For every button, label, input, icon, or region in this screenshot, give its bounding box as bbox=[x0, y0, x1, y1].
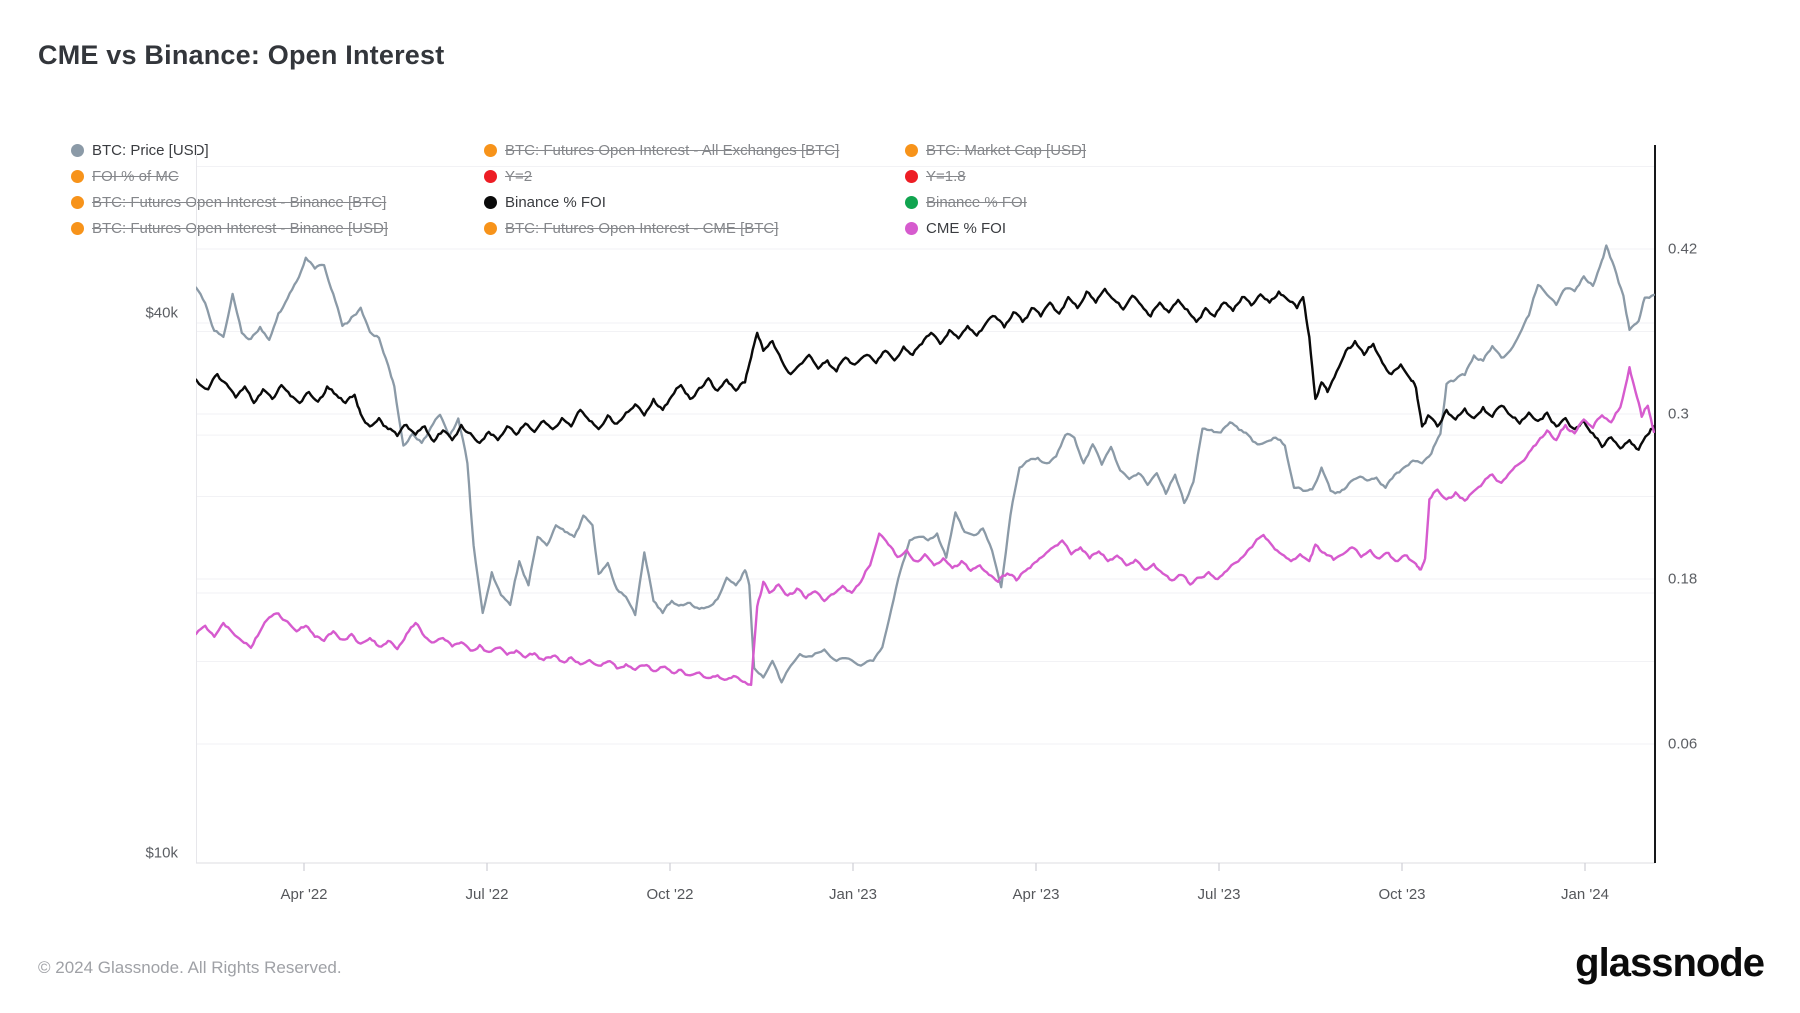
glassnode-logo: glassnode bbox=[1575, 941, 1765, 985]
page-title: CME vs Binance: Open Interest bbox=[38, 40, 445, 70]
legend-dot-icon bbox=[484, 221, 497, 235]
legend-dot-icon bbox=[905, 143, 918, 157]
x-axis-tick-label: Apr '22 bbox=[280, 886, 328, 903]
x-axis-tick-label: Oct '22 bbox=[646, 886, 694, 903]
legend-dot-icon bbox=[71, 195, 84, 209]
right-axis-tick-label: 0.06 bbox=[1668, 735, 1698, 753]
legend-item-label: BTC: Market Cap [USD] bbox=[926, 141, 1087, 159]
x-axis-tick-label: Jan '23 bbox=[829, 886, 877, 903]
x-axis-tick-label: Jul '23 bbox=[1197, 886, 1241, 903]
x-axis-tick-label: Jul '22 bbox=[465, 886, 509, 903]
x-axis-tick-label: Jan '24 bbox=[1561, 886, 1609, 903]
legend-item[interactable]: BTC: Futures Open Interest - All Exchang… bbox=[484, 140, 839, 160]
legend-dot-icon bbox=[484, 195, 497, 209]
right-axis-tick-label: 0.18 bbox=[1668, 570, 1698, 588]
legend-dot-icon bbox=[71, 221, 84, 235]
legend-item[interactable]: BTC: Futures Open Interest - CME [BTC] bbox=[484, 218, 778, 238]
x-axis-tick-label: Apr '23 bbox=[1012, 886, 1060, 903]
legend-item[interactable]: FOI % of MC bbox=[71, 166, 179, 186]
legend-item-label: BTC: Futures Open Interest - All Exchang… bbox=[505, 141, 840, 159]
legend-item-label: CME % FOI bbox=[926, 219, 1007, 237]
legend-item[interactable]: BTC: Price [USD] bbox=[71, 140, 209, 160]
series-cme-foi bbox=[196, 366, 1655, 687]
legend-dot-icon bbox=[484, 143, 497, 157]
legend-item[interactable]: Y=1.8 bbox=[905, 166, 966, 186]
legend-item-label: Binance % FOI bbox=[505, 193, 606, 211]
series-btc-price-usd- bbox=[196, 244, 1655, 684]
legend-item[interactable]: BTC: Futures Open Interest - Binance [BT… bbox=[71, 192, 386, 212]
legend-item[interactable]: BTC: Market Cap [USD] bbox=[905, 140, 1086, 160]
legend-item-label: FOI % of MC bbox=[92, 167, 179, 185]
left-axis-tick-label: $40k bbox=[145, 304, 178, 322]
right-axis-tick-label: 0.42 bbox=[1668, 240, 1698, 258]
legend-dot-icon bbox=[905, 195, 918, 209]
legend-item[interactable]: Binance % FOI bbox=[905, 192, 1027, 212]
legend-item[interactable]: CME % FOI bbox=[905, 218, 1006, 238]
copyright-text: © 2024 Glassnode. All Rights Reserved. bbox=[38, 958, 342, 977]
legend-item-label: Binance % FOI bbox=[926, 193, 1027, 211]
x-axis-tick-label: Oct '23 bbox=[1378, 886, 1426, 903]
left-axis-tick-label: $10k bbox=[145, 844, 178, 862]
legend-dot-icon bbox=[905, 169, 918, 183]
legend-item-label: BTC: Futures Open Interest - CME [BTC] bbox=[505, 219, 779, 237]
legend-item[interactable]: Y=2 bbox=[484, 166, 532, 186]
legend-item-label: BTC: Futures Open Interest - Binance [BT… bbox=[92, 193, 387, 211]
legend-dot-icon bbox=[484, 169, 497, 183]
series-binance-foi bbox=[196, 287, 1655, 451]
legend-dot-icon bbox=[905, 221, 918, 235]
legend-item[interactable]: Binance % FOI bbox=[484, 192, 606, 212]
right-axis-tick-label: 0.3 bbox=[1668, 405, 1689, 423]
legend-dot-icon bbox=[71, 169, 84, 183]
legend-item-label: Y=1.8 bbox=[926, 167, 966, 185]
legend-item-label: BTC: Futures Open Interest - Binance [US… bbox=[92, 219, 388, 237]
legend-item[interactable]: BTC: Futures Open Interest - Binance [US… bbox=[71, 218, 388, 238]
legend-dot-icon bbox=[71, 143, 84, 157]
legend-item-label: BTC: Price [USD] bbox=[92, 141, 209, 159]
legend-item-label: Y=2 bbox=[505, 167, 533, 185]
